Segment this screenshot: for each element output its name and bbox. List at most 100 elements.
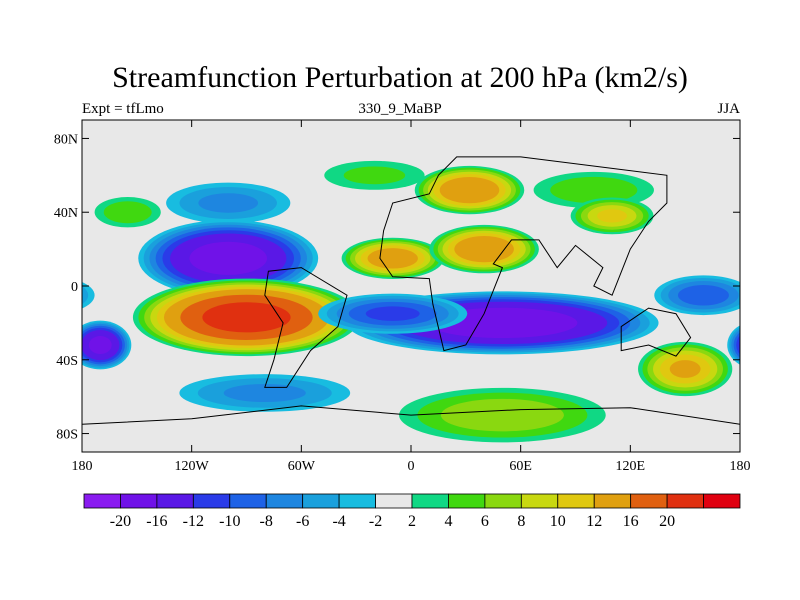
x-axis: 180 120W 60W 0 60E 120E 180	[72, 120, 751, 474]
field-east-asia-high	[570, 197, 654, 235]
colorbar-label: 4	[444, 513, 452, 530]
contour-field	[0, 120, 800, 452]
x-tick-label: 180	[72, 459, 93, 474]
colorbar-label: -8	[260, 513, 273, 530]
contour-band	[189, 241, 268, 275]
colorbar-swatch	[156, 493, 194, 509]
contour-band	[747, 336, 770, 354]
colorbar-label: 2	[408, 513, 416, 530]
contour-band	[12, 360, 43, 378]
contour-band	[103, 201, 152, 224]
contour-band	[597, 209, 628, 223]
contour-band	[202, 302, 291, 333]
contour-band	[0, 344, 70, 393]
contour-band	[2, 354, 52, 383]
coastline-3	[82, 405, 740, 452]
contour-band	[88, 336, 112, 354]
coastline-1	[379, 156, 668, 352]
field-north-pacific-positive	[94, 197, 800, 228]
field-arabia-high	[429, 224, 539, 274]
y-tick-label: 80N	[54, 132, 78, 147]
colorbar-swatch	[265, 493, 304, 509]
colorbar-swatch	[520, 493, 559, 509]
colorbar-swatch	[229, 493, 267, 509]
coastline-2	[620, 307, 692, 357]
contour-band	[0, 342, 74, 396]
contour-band	[439, 176, 500, 204]
colorbar-label: 10	[550, 513, 566, 530]
colorbar-swatch	[630, 493, 668, 509]
field-pacific-high	[132, 278, 800, 357]
field-southeast-pacific-high	[0, 341, 733, 397]
contour-band	[223, 383, 306, 403]
x-tick-label: 180	[730, 459, 751, 474]
x-tick-label: 120E	[616, 459, 646, 474]
contour-band	[791, 279, 800, 357]
contour-band	[343, 166, 406, 185]
colorbar-label: -20	[110, 513, 131, 530]
coastline-0	[264, 267, 348, 388]
y-tick-label: 40N	[54, 206, 78, 221]
y-tick-label: 40S	[56, 354, 78, 369]
x-tick-label: 60E	[509, 459, 532, 474]
colorbar-swatch	[411, 493, 449, 509]
season-label: JJA	[717, 101, 740, 117]
colorbar-label: -16	[146, 513, 167, 530]
colorbar-label: -6	[296, 513, 309, 530]
chart-title: Streamfunction Perturbation at 200 hPa (…	[112, 61, 688, 94]
field-central-asia-high	[414, 165, 525, 215]
colorbar-label: 8	[517, 513, 525, 530]
field-north-america-low	[138, 219, 800, 297]
colorbar-swatch	[448, 493, 486, 509]
contour-band	[762, 201, 800, 223]
coastline-overlay	[82, 156, 740, 452]
contour-band	[796, 220, 800, 297]
colorbar-label: 12	[586, 513, 602, 530]
colorbar-label: -12	[183, 513, 204, 530]
contour-band	[796, 280, 800, 354]
colorbar-label: 20	[659, 513, 675, 530]
y-axis: 80N 40N 0 40S 80S	[54, 132, 740, 443]
field-south-atlantic-low	[318, 293, 468, 334]
field-south-pacific-low	[82, 320, 770, 370]
colorbar-swatch	[83, 493, 121, 509]
contour-band	[669, 360, 701, 378]
colorbar-label: 6	[481, 513, 489, 530]
colorbar-label: -4	[332, 513, 345, 530]
colorbar-swatch	[192, 493, 231, 509]
field-north-pacific-negative	[166, 182, 291, 224]
y-tick-label: 80S	[56, 428, 78, 443]
contour-band	[440, 398, 564, 432]
x-tick-label: 120W	[175, 459, 210, 474]
field-southern-ocean-positive	[399, 387, 606, 443]
field-north-africa-high	[341, 237, 444, 279]
field-australia-low	[20, 275, 740, 316]
contour-band	[365, 306, 420, 321]
experiment-label: Expt = tfLmo	[82, 101, 164, 117]
contour-band	[736, 335, 740, 355]
colorbar-label: -10	[219, 513, 240, 530]
run-label: 330_9_MaBP	[358, 101, 442, 117]
colorbar-label: -2	[369, 513, 382, 530]
colorbar-swatch	[375, 493, 413, 509]
field-south-america-south	[179, 374, 351, 412]
y-tick-label: 0	[71, 280, 78, 295]
contour-band	[367, 248, 418, 269]
colorbar-swatch	[593, 493, 632, 509]
contour-band	[198, 193, 259, 213]
colorbar-swatch	[666, 493, 704, 509]
contour-band	[677, 284, 729, 306]
contour-band	[20, 285, 71, 306]
colorbar-swatch	[120, 493, 158, 509]
colorbar-swatch	[703, 493, 741, 509]
x-tick-label: 0	[408, 459, 415, 474]
x-tick-label: 60W	[288, 459, 316, 474]
contour-band	[733, 332, 740, 358]
contour-band	[0, 350, 59, 387]
contour-band	[753, 197, 800, 227]
contour-band	[739, 340, 740, 350]
colorbar-swatch	[338, 493, 376, 509]
contour-band	[82, 286, 89, 305]
field-north-atlantic-positive	[324, 160, 425, 190]
